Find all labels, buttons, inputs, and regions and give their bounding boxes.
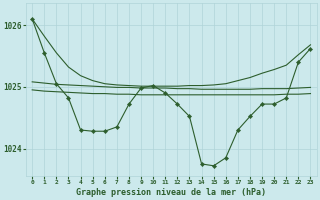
X-axis label: Graphe pression niveau de la mer (hPa): Graphe pression niveau de la mer (hPa) xyxy=(76,188,266,197)
